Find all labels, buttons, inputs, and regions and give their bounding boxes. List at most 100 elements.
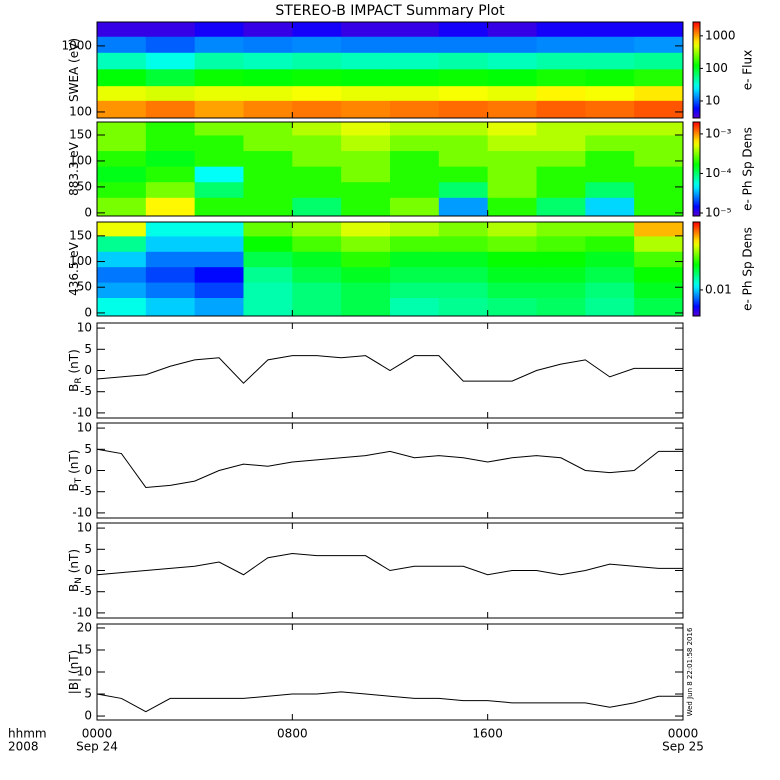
heatmap-cell [292,100,342,119]
y-label-units: (nT) [67,349,81,377]
y-tick-label: 50 [77,179,92,193]
heatmap-cell [536,181,586,198]
heatmap-cell [243,181,293,198]
heatmap-cell [194,85,244,101]
heatmap-cell [634,36,684,53]
heatmap-cell [194,181,244,198]
heatmap-cell [243,52,293,70]
heatmap-cell [194,150,244,167]
heatmap-cell [634,150,684,167]
heatmap-cell [634,68,684,87]
heatmap-cell [292,235,342,252]
heatmap-cell [438,150,489,167]
heatmap-cell [145,150,196,167]
heatmap-cell [634,22,684,37]
heatmap-cell [487,68,537,87]
heatmap-cell [243,134,293,152]
y-tick-label: -10 [72,605,92,619]
heatmap-cell [438,100,489,119]
y-tick-label: 10 [77,321,92,335]
heatmap-cell [97,266,147,283]
y-label-subscript: N [74,577,84,584]
heatmap-cell [292,251,342,268]
heatmap-cell [97,222,147,237]
heatmap-cell [634,52,684,70]
heatmap-cell [292,266,342,283]
heatmap-cell [194,134,244,152]
heatmap-cell [634,166,684,183]
x-axis-label: hhmm [8,727,47,741]
heatmap-cell [194,166,244,183]
y-label-units: (nT) [67,450,81,478]
y-axis-label: SWEA (eV) [67,38,81,102]
heatmap-cell [390,22,440,37]
data-line [96,355,683,384]
heatmap-cell [634,235,684,252]
y-label-text: B [67,584,81,592]
heatmap-cell [97,251,147,268]
heatmap-cell [487,235,537,252]
heatmap-cell [243,100,293,119]
heatmap-cell [292,52,342,70]
heatmap-cell [341,181,391,198]
x-tick-label: 1600 [472,727,503,741]
heatmap-cell [97,235,147,252]
panel-frame [96,121,684,217]
heatmap-cell [194,68,244,87]
heatmap-cell [634,266,684,283]
x-tick-label: 0000 [668,727,699,741]
heatmap-cell [487,166,537,183]
heatmap-cell [390,251,440,268]
y-axis-label: BT (nT) [67,450,84,492]
y-tick-label: 0 [84,305,92,319]
colorbar-tick-label: 10⁻⁵ [705,206,732,220]
heatmap-cell [390,282,440,299]
heatmap-cell [487,181,537,198]
heatmap-cell [487,52,537,70]
heatmap-cell [487,85,537,101]
heatmap-cell [487,266,537,283]
heatmap-cell [97,150,147,167]
heatmap-cell [194,235,244,252]
colorbar-tick-label: 1000 [705,28,736,42]
heatmap-cell [390,197,440,217]
y-label-text: SWEA (eV) [67,38,81,102]
heatmap-cell [97,36,147,53]
colorbar-tick-label: 0.01 [705,282,732,296]
heatmap-cell [536,166,586,183]
heatmap-cell [390,36,440,53]
y-tick-label: 0 [84,709,92,723]
heatmap-cell [243,22,293,37]
y-tick-label: 10 [77,665,92,679]
heatmap-cell [341,297,391,317]
heatmap-cell [145,134,196,152]
heatmap-cell [243,36,293,53]
heatmap-cell [487,100,537,119]
heatmap-cell [194,297,244,317]
heatmap-cell [97,85,147,101]
heatmap-cell [585,251,635,268]
heatmap-cell [194,52,244,70]
heatmap-cell [292,122,342,136]
heatmap-cell [390,100,440,119]
heatmap-cell [390,266,440,283]
heatmap-cell [145,181,196,198]
heatmap-cell [585,100,635,119]
y-tick-label: 20 [77,620,92,634]
heatmap-cell [438,122,489,136]
y-tick-label: 5 [84,342,92,356]
heatmap-cell [634,122,684,136]
x-axis-label: 2008 [8,740,39,754]
heatmap-cell [438,235,489,252]
y-axis-label: 883.3 eV [67,141,81,196]
heatmap-cell [487,150,537,167]
colorbar-tick-label: 10⁻⁴ [705,166,732,180]
y-tick-label: 5 [84,687,92,701]
heatmap-cell [390,181,440,198]
heatmap-cell [292,166,342,183]
y-tick-label: 5 [84,542,92,556]
y-label-subscript: T [74,477,84,484]
heatmap-cell [292,36,342,53]
heatmap-cell [487,222,537,237]
heatmap-cell [634,134,684,152]
